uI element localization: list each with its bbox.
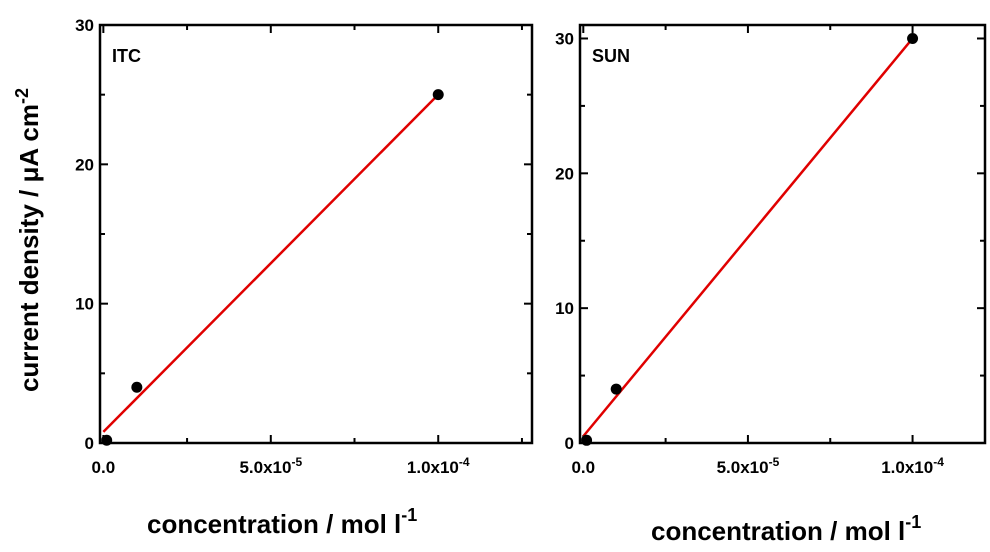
x-tick-label: 0.0: [92, 458, 116, 477]
x-tick-label: 5.0x10-5: [239, 455, 302, 477]
y-tick-label: 30: [555, 29, 574, 48]
y-axis-title: current density / μA cm-2: [12, 88, 44, 392]
data-point: [581, 434, 593, 446]
x-tick-label: 1.0x10-4: [407, 455, 470, 477]
x-tick-label: 0.0: [571, 458, 595, 477]
data-point: [907, 32, 919, 44]
y-tick-label: 20: [555, 164, 574, 183]
data-point: [101, 434, 113, 446]
fit-line: [582, 37, 914, 438]
plot-frame: [578, 23, 987, 445]
y-tick-label: 0: [85, 434, 94, 453]
y-tick-label: 20: [75, 155, 94, 174]
x-axis-title-right: concentration / mol l-1: [651, 512, 921, 546]
y-tick-label: 10: [75, 295, 94, 314]
panel-label: ITC: [112, 46, 141, 66]
data-point: [131, 381, 143, 393]
y-tick-label: 0: [565, 434, 574, 453]
plot-frame: [98, 23, 534, 445]
panel-label: SUN: [592, 46, 630, 66]
x-tick-label: 5.0x10-5: [717, 455, 780, 477]
data-point: [610, 383, 622, 395]
chart-panel-sun: 0 10 20 30 0.0 5.0x10-5 1.0x10-4 SUN: [555, 23, 987, 477]
data-point: [432, 89, 444, 101]
x-tick-label: 1.0x10-4: [881, 455, 944, 477]
chart-panel-itc: 0 10 20 30 0.0 5.0x10-5 1.0x10-4 ITC: [75, 16, 534, 477]
x-axis-title-left: concentration / mol l-1: [147, 505, 417, 539]
fit-line: [102, 93, 440, 433]
y-tick-label: 30: [75, 16, 94, 35]
y-tick-label: 10: [555, 299, 574, 318]
